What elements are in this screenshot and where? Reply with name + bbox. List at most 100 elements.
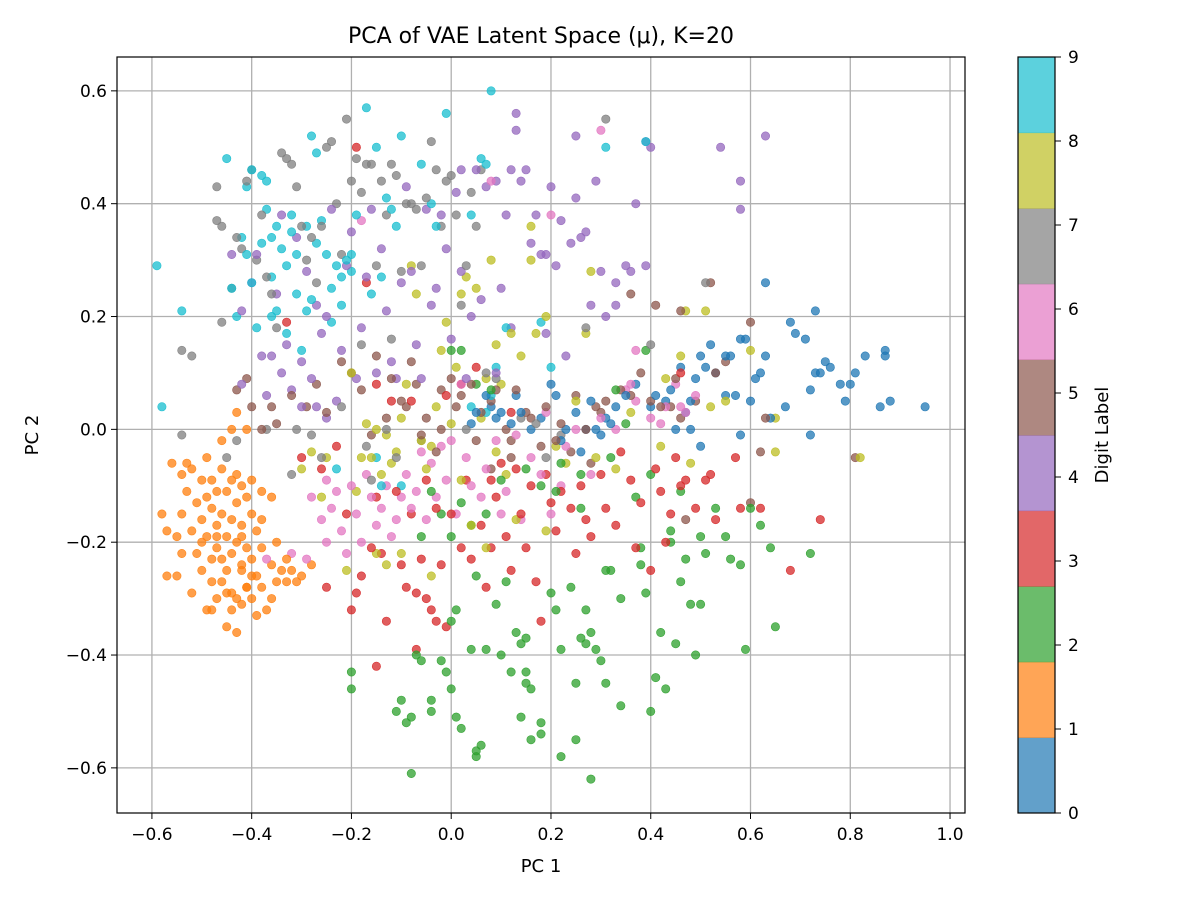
data-point — [706, 402, 716, 412]
data-point — [676, 351, 686, 361]
data-point — [287, 227, 297, 237]
data-point — [621, 261, 631, 271]
data-point — [466, 311, 476, 321]
data-point — [461, 261, 471, 271]
data-point — [262, 204, 272, 214]
data-point — [850, 368, 860, 378]
data-point — [496, 458, 506, 468]
data-point — [262, 554, 272, 564]
data-point — [491, 340, 501, 350]
data-point — [361, 103, 371, 113]
data-point — [217, 221, 227, 231]
data-point — [571, 193, 581, 203]
data-point — [805, 548, 815, 558]
data-point — [526, 413, 536, 423]
data-point — [242, 176, 252, 186]
data-point — [840, 396, 850, 406]
data-point — [232, 594, 242, 604]
data-point — [496, 650, 506, 660]
data-point — [681, 554, 691, 564]
data-point — [326, 137, 336, 147]
data-point — [441, 108, 451, 118]
data-point — [272, 323, 282, 333]
colorbar-segment — [1018, 208, 1055, 285]
data-point — [247, 475, 257, 485]
data-point — [381, 424, 391, 434]
colorbar-segment — [1018, 510, 1055, 587]
data-point — [316, 464, 326, 474]
x-tick-label: −0.2 — [331, 825, 372, 845]
data-point — [177, 509, 187, 519]
data-point — [521, 633, 531, 643]
data-point — [237, 306, 247, 316]
data-point — [292, 250, 302, 260]
data-point — [177, 345, 187, 355]
data-point — [461, 424, 471, 434]
data-point — [701, 278, 711, 288]
data-point — [411, 204, 421, 214]
data-point — [451, 712, 461, 722]
data-point — [541, 311, 551, 321]
data-point — [247, 402, 257, 412]
data-point — [466, 210, 476, 220]
data-point — [272, 577, 282, 587]
data-point — [222, 532, 232, 542]
data-point — [446, 345, 456, 355]
data-point — [651, 464, 661, 474]
data-point — [421, 464, 431, 474]
data-point — [326, 204, 336, 214]
y-tick-label: 0.6 — [80, 82, 107, 102]
data-point — [326, 283, 336, 293]
data-point — [292, 233, 302, 243]
data-point — [431, 447, 441, 457]
colorbar: 0 1 2 3 4 5 6 7 8 9 — [1017, 48, 1079, 824]
data-point — [681, 515, 691, 525]
data-point — [745, 503, 755, 513]
data-point — [341, 509, 351, 519]
data-point — [366, 289, 376, 299]
data-point — [586, 300, 596, 310]
data-point — [361, 469, 371, 479]
data-point — [571, 548, 581, 558]
data-point — [561, 351, 571, 361]
colorbar-tick-label: 4 — [1068, 468, 1079, 488]
data-point — [311, 148, 321, 158]
data-point — [451, 362, 461, 372]
data-point — [631, 543, 641, 553]
data-point — [331, 486, 341, 496]
data-point — [247, 554, 257, 564]
data-point — [446, 171, 456, 181]
data-point — [321, 250, 331, 260]
x-tick-label: −0.4 — [231, 825, 272, 845]
data-point — [696, 599, 706, 609]
data-point — [396, 492, 406, 502]
data-point — [476, 740, 486, 750]
data-point — [676, 368, 686, 378]
data-point — [466, 554, 476, 564]
data-point — [860, 351, 870, 361]
data-point — [331, 261, 341, 271]
data-point — [346, 176, 356, 186]
data-point — [441, 390, 451, 400]
data-point — [297, 357, 307, 367]
data-point — [481, 509, 491, 519]
y-tick-label: −0.6 — [66, 759, 107, 779]
data-point — [162, 526, 172, 536]
data-point — [356, 187, 366, 197]
data-point — [750, 374, 760, 384]
data-point — [805, 385, 815, 395]
data-point — [471, 571, 481, 581]
data-point — [336, 357, 346, 367]
data-point — [182, 486, 192, 496]
data-point — [182, 458, 192, 468]
data-point — [676, 577, 686, 587]
data-point — [431, 503, 441, 513]
data-point — [716, 142, 726, 152]
data-point — [456, 345, 466, 355]
data-point — [381, 210, 391, 220]
data-point — [636, 560, 646, 570]
data-point — [436, 385, 446, 395]
data-point — [376, 481, 386, 491]
data-point — [232, 469, 242, 479]
data-point — [187, 464, 197, 474]
